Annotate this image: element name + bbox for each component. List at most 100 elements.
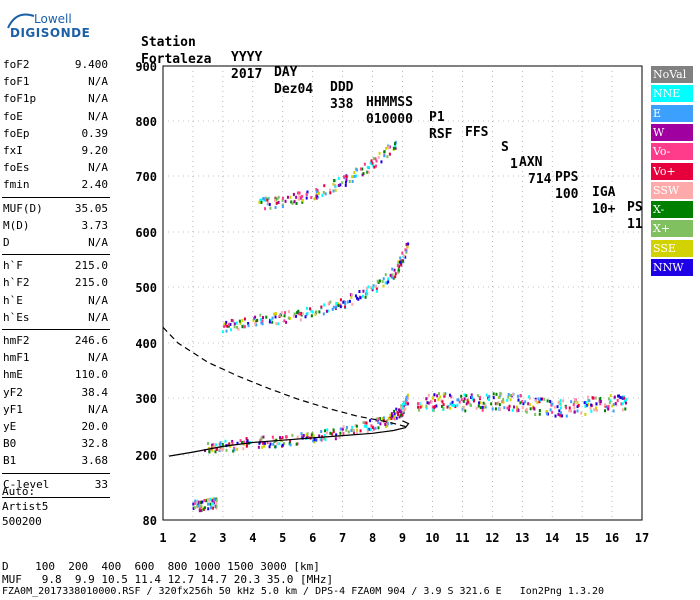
echo-point — [447, 404, 450, 408]
muf-row: MUF 9.8 9.9 10.5 11.4 12.7 14.7 20.3 35.… — [2, 573, 334, 586]
echo-point — [301, 200, 304, 204]
echo-point — [292, 314, 295, 318]
echo-point — [401, 251, 404, 255]
echo-point — [245, 437, 248, 441]
echo-point — [528, 395, 531, 399]
echo-point — [554, 414, 557, 418]
echo-point — [404, 398, 407, 402]
echo-point — [380, 160, 383, 164]
echo-point — [225, 320, 228, 324]
echo-point — [372, 427, 375, 431]
echo-point — [287, 316, 290, 320]
echo-point — [268, 445, 271, 449]
echo-point — [470, 393, 473, 397]
echo-point — [298, 312, 301, 316]
echo-point — [551, 402, 554, 406]
echo-point — [353, 170, 356, 174]
echo-point — [212, 443, 215, 447]
echo-point — [207, 507, 210, 511]
x-tick-label: 15 — [575, 531, 589, 545]
echo-point — [378, 279, 381, 283]
echo-point — [406, 245, 409, 249]
echo-point — [310, 196, 313, 200]
param-key: fmin — [3, 178, 30, 192]
echo-point — [337, 183, 340, 187]
echo-point — [323, 184, 326, 188]
echo-point — [576, 400, 579, 404]
echo-point — [509, 398, 512, 402]
echo-point — [431, 396, 434, 400]
echo-point — [332, 182, 335, 186]
echo-point — [607, 404, 610, 408]
echo-point — [355, 431, 358, 435]
echo-point — [361, 167, 364, 171]
echo-point — [377, 426, 380, 430]
param-key: C-level — [3, 477, 50, 491]
echo-point — [389, 413, 392, 417]
param-key: foF2 — [3, 58, 30, 71]
echo-point — [529, 407, 532, 411]
param-separator — [2, 496, 110, 498]
echo-point — [283, 314, 286, 318]
y-tick-label: 500 — [135, 281, 157, 295]
echo-point — [426, 401, 429, 405]
echo-point — [391, 414, 394, 418]
echo-point — [521, 406, 524, 410]
echo-point — [320, 430, 323, 434]
echo-point — [312, 439, 315, 443]
echo-point — [458, 400, 461, 404]
echo-point — [212, 502, 215, 506]
echo-point — [260, 200, 263, 204]
echo-point — [506, 398, 509, 402]
echo-point — [264, 196, 267, 200]
echo-point — [209, 497, 212, 501]
echo-point — [318, 310, 321, 314]
echo-point — [607, 397, 610, 401]
echo-point — [407, 396, 410, 400]
echo-point — [370, 159, 373, 163]
echo-point — [270, 318, 273, 322]
echo-point — [329, 191, 332, 195]
echo-point — [295, 201, 298, 205]
echo-point — [482, 401, 485, 405]
echo-point — [394, 275, 397, 279]
echo-point — [525, 410, 528, 414]
echo-point — [363, 162, 366, 166]
param-key: B0 — [3, 437, 17, 451]
echo-point — [510, 394, 513, 398]
echo-point — [257, 445, 260, 449]
file-footer: FZA0M_2017338010000.RSF / 320fx256h 50 k… — [2, 586, 605, 597]
param-key: h`F — [3, 259, 23, 273]
echo-point — [391, 273, 394, 277]
echo-point — [335, 433, 338, 437]
echo-point — [311, 433, 314, 437]
echo-point — [231, 439, 234, 443]
echo-point — [339, 303, 342, 307]
echo-point — [385, 146, 388, 150]
echo-point — [404, 403, 407, 407]
echo-point — [376, 289, 379, 293]
echo-point — [405, 249, 408, 253]
echo-point — [262, 441, 265, 445]
echo-point — [206, 498, 209, 502]
echo-point — [442, 392, 445, 396]
echo-point — [357, 297, 360, 301]
echo-point — [361, 294, 364, 298]
echo-point — [221, 442, 224, 446]
param-value: 32.8 — [81, 437, 109, 451]
legend-w: W — [651, 123, 693, 141]
hdr-axn: AXN — [519, 155, 543, 170]
echo-point — [334, 185, 337, 189]
echo-point — [398, 415, 401, 419]
echo-point — [522, 402, 525, 406]
echo-point — [479, 401, 482, 405]
echo-point — [462, 399, 465, 403]
param-row: B0 32.8 — [2, 437, 108, 451]
echo-point — [624, 407, 627, 411]
echo-point — [243, 440, 246, 444]
echo-point — [358, 289, 361, 293]
legend-nne: NNE — [651, 85, 693, 103]
echo-point — [583, 401, 586, 405]
echo-point — [255, 323, 258, 327]
legend-vo-: Vo+ — [651, 162, 693, 180]
